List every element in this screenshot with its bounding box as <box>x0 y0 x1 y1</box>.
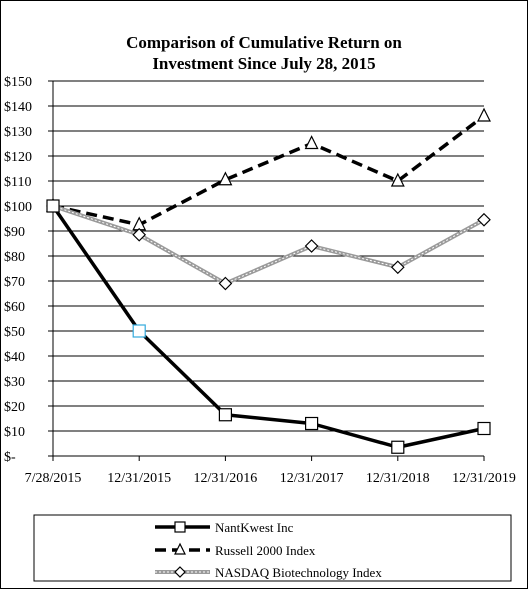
data-point-nantkwest-inc <box>391 440 405 454</box>
data-point-nantkwest-inc <box>218 408 232 422</box>
data-point-nasdaq-biotechnology-index <box>218 276 233 291</box>
series-line-nasdaq-biotechnology-index-stripe <box>52 205 485 285</box>
data-point-nasdaq-biotechnology-index <box>477 212 491 227</box>
y-tick-label: $30 <box>4 375 25 390</box>
legend-label-nantkwest-inc: NantKwest Inc <box>215 520 294 535</box>
y-tick-label: $80 <box>4 250 25 265</box>
data-point-nantkwest-inc <box>46 199 60 213</box>
x-axis-ticks: 7/28/2015 12/31/2015 12/31/2016 12/31/2017 1… <box>25 456 516 486</box>
chart-title-line-1: Comparison of Cumulative Return on <box>126 33 402 52</box>
y-tick-label: $10 <box>4 425 25 440</box>
series-line-nasdaq-biotechnology-index <box>52 204 485 286</box>
x-tick-label: 12/31/2017 <box>280 471 344 486</box>
data-point-nasdaq-biotechnology-index <box>390 260 405 275</box>
data-point-nantkwest-inc <box>305 416 319 431</box>
data-point-russell-2000-index <box>218 171 233 186</box>
y-tick-label: $120 <box>4 150 32 165</box>
x-tick-label: 12/31/2018 <box>366 471 430 486</box>
series-line-nantkwest-inc <box>51 205 485 449</box>
y-tick-label: $50 <box>4 325 25 340</box>
y-tick-label: $140 <box>4 100 32 115</box>
data-point-nasdaq-biotechnology-index <box>132 227 147 242</box>
data-point-nasdaq-biotechnology-index <box>304 239 319 253</box>
data-point-nantkwest-inc <box>477 421 491 436</box>
x-tick-label: 12/31/2015 <box>107 471 171 486</box>
legend-label-russell-2000-index: Russell 2000 Index <box>215 543 316 558</box>
series-line-russell-2000-index <box>52 114 486 227</box>
legend: NantKwest Inc Russell 2000 Index NASDAQ Bi… <box>33 514 512 582</box>
y-tick-label: $150 <box>4 75 32 90</box>
y-axis-ticks: $- $10 $20 $30 $40 $50 $60 $70 $80 $90 $100 $110 $12… <box>4 75 53 465</box>
y-tick-label: $100 <box>4 200 32 215</box>
legend-marker-nantkwest-inc <box>174 521 186 533</box>
y-tick-label: $- <box>4 450 16 465</box>
y-tick-label: $40 <box>4 350 25 365</box>
axes <box>52 81 484 457</box>
y-tick-label: $110 <box>4 175 31 190</box>
chart-title-line-2: Investment Since July 28, 2015 <box>152 54 375 73</box>
x-tick-label: 7/28/2015 <box>25 471 82 486</box>
legend-marker-russell-2000-index <box>174 542 186 555</box>
data-point-nantkwest-inc <box>132 324 146 338</box>
y-tick-label: $20 <box>4 400 25 415</box>
y-tick-label: $70 <box>4 275 25 290</box>
y-tick-label: $90 <box>4 225 25 240</box>
series-lines <box>46 107 491 454</box>
x-tick-label: 12/31/2016 <box>194 471 258 486</box>
legend-label-nasdaq-biotechnology-index: NASDAQ Biotechnology Index <box>215 565 382 580</box>
y-tick-label: $60 <box>4 300 25 315</box>
x-tick-label: 12/31/2019 <box>452 471 516 486</box>
data-point-russell-2000-index <box>477 107 491 122</box>
legend-marker-nasdaq-biotechnology-index <box>174 566 186 578</box>
data-point-russell-2000-index <box>390 172 405 187</box>
data-point-russell-2000-index <box>304 135 319 150</box>
y-tick-label: $130 <box>4 125 32 140</box>
legend-box <box>33 514 512 582</box>
